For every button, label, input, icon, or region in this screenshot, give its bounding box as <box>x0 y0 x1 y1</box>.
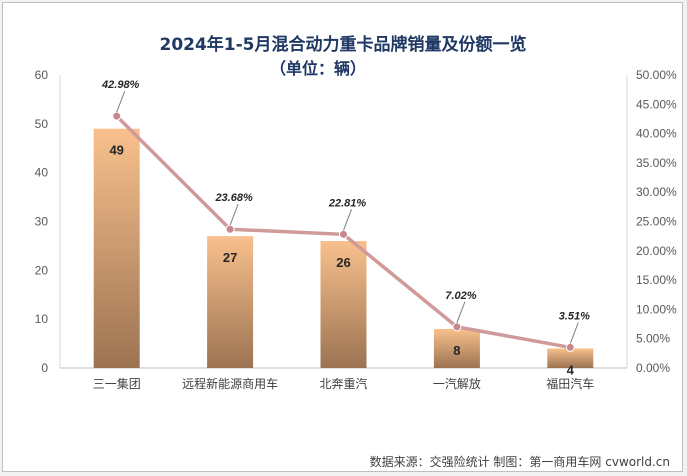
share-leader-line <box>569 322 579 344</box>
right-axis-tick-label: 35.00% <box>636 156 677 170</box>
share-value-label: 42.98% <box>101 79 140 91</box>
bar <box>207 236 254 368</box>
category-label: 一汽解放 <box>433 376 481 391</box>
share-value-label: 22.81% <box>328 197 367 209</box>
share-leader-line <box>229 204 239 226</box>
right-axis-tick-label: 25.00% <box>636 215 677 229</box>
right-axis-tick-label: 30.00% <box>636 185 677 199</box>
share-point <box>452 322 462 332</box>
category-label: 三一集团 <box>93 376 141 391</box>
share-leader-line <box>343 209 352 231</box>
left-axis-tick-label: 50 <box>35 117 49 131</box>
bar <box>547 348 594 368</box>
bar-value-label: 4 <box>567 362 575 377</box>
left-axis-tick-label: 40 <box>35 166 49 180</box>
share-value-label: 7.02% <box>445 290 476 302</box>
right-axis-tick-label: 10.00% <box>636 302 677 316</box>
share-value-label: 23.68% <box>214 192 253 204</box>
share-point <box>225 224 235 234</box>
chart-title: 2024年1-5月混合动力重卡品牌销量及份额一览 <box>159 34 526 55</box>
left-axis-tick-label: 20 <box>35 263 49 277</box>
right-axis-tick-label: 40.00% <box>636 127 677 141</box>
bar-value-label: 49 <box>109 143 123 158</box>
left-axis-tick-label: 30 <box>35 215 49 229</box>
left-axis-tick-label: 10 <box>35 312 49 326</box>
bar <box>93 128 140 368</box>
bar-value-label: 8 <box>453 343 460 358</box>
share-leader-line <box>116 90 126 113</box>
share-value-label: 3.51% <box>559 310 590 322</box>
right-axis-tick-label: 0.00% <box>636 361 670 375</box>
bar <box>320 241 367 368</box>
source-note: 数据来源：交强险统计 制图：第一商用车网 cvworld.cn <box>370 454 670 469</box>
left-axis-tick-label: 60 <box>35 68 49 82</box>
category-label: 福田汽车 <box>546 376 594 391</box>
right-axis-tick-label: 15.00% <box>636 273 677 287</box>
category-label: 远程新能源商用车 <box>182 376 278 391</box>
share-point <box>339 229 348 239</box>
left-axis-tick-label: 0 <box>41 361 48 375</box>
right-axis-tick-label: 50.00% <box>636 68 677 82</box>
share-point <box>112 111 122 121</box>
share-point <box>565 342 575 352</box>
right-axis-tick-label: 45.00% <box>636 97 677 111</box>
chart-subtitle: （单位：辆） <box>270 59 366 78</box>
bar-value-label: 26 <box>336 255 350 270</box>
right-axis-tick-label: 20.00% <box>636 244 677 258</box>
right-axis-tick-label: 5.00% <box>636 332 670 346</box>
bar-value-label: 27 <box>223 250 237 265</box>
bar <box>433 328 480 368</box>
share-leader-line <box>456 301 466 324</box>
category-label: 北奔重汽 <box>319 376 367 391</box>
